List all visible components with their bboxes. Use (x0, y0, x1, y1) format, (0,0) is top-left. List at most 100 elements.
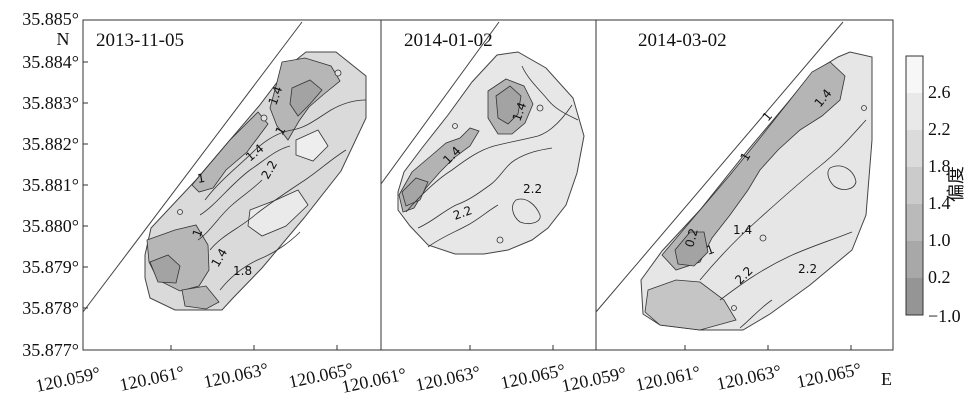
coastline (380, 21, 500, 185)
x-tick-label: 120.059° (560, 363, 628, 396)
contour-label: 1 (704, 242, 716, 258)
contour-label: 1.4 (510, 100, 530, 123)
contour-region (191, 111, 269, 193)
colorbar-title: 偏度 (946, 166, 966, 202)
contour-island (536, 104, 544, 112)
contour-region (247, 189, 309, 237)
contour-region (295, 129, 329, 162)
contour-label: 1 (190, 227, 206, 239)
x-tick-label: 120.059° (34, 363, 102, 396)
colorbar-swatch (906, 204, 923, 241)
panel-2-date: 2014-01-02 (404, 30, 493, 51)
colorbar-tick: 0.2 (928, 267, 951, 287)
x-axis-panel-3: 120.059° 120.061° 120.063° 120.065° (560, 359, 863, 396)
panel-1-map (82, 21, 367, 313)
x-tick-label: 120.061° (118, 362, 186, 395)
contour-island (452, 123, 458, 129)
y-ticks (83, 61, 88, 309)
colorbar-frame (905, 55, 924, 316)
contour-line (699, 119, 867, 281)
y-tick-label: 35.881° (22, 175, 79, 195)
colorbar: 2.6 2.2 1.8 1.4 1.0 0.2 −1.0 偏度 (905, 55, 966, 326)
y-tick-label: 35.883° (22, 93, 79, 113)
x-direction-label: E (881, 369, 892, 389)
y-tick-label: 35.877° (22, 340, 79, 360)
x-tick-label: 120.065° (795, 359, 863, 392)
y-tick-label: 35.884° (22, 52, 79, 72)
colorbar-tick: 1.8 (928, 156, 951, 176)
contour-line (204, 99, 367, 201)
contour-line (827, 165, 857, 190)
colorbar-swatch (906, 130, 923, 167)
contour-line (521, 65, 579, 121)
panel-frames (82, 19, 894, 351)
contour-line (197, 179, 263, 241)
y-tick-label: 35.880° (22, 216, 79, 236)
contour-label: 2.2 (523, 182, 542, 196)
contour-line (219, 231, 301, 291)
colorbar-swatch (906, 278, 923, 315)
contour-label: 1.8 (233, 264, 252, 278)
y-tick-label: 35.885° (22, 9, 79, 29)
contour-region (401, 177, 429, 207)
panel-3-map (595, 21, 873, 331)
y-axis: 35.885° N 35.884° 35.883° 35.882° 35.881… (22, 9, 88, 360)
colorbar-swatch (906, 93, 923, 130)
contour-label: 1.4 (266, 84, 286, 107)
contour-line (405, 104, 573, 213)
contour-label: 2.2 (798, 262, 817, 276)
y-tick-label: 35.879° (22, 257, 79, 277)
contour-island (496, 236, 504, 244)
colorbar-tick: 1.0 (928, 230, 951, 250)
contour-island (334, 69, 342, 77)
x-tick-label: 120.063° (202, 359, 270, 392)
colorbar-swatch (906, 167, 923, 204)
y-tick-label: 35.878° (22, 298, 79, 318)
x-tick-label: 120.065° (499, 360, 567, 393)
coastline (595, 21, 844, 313)
x-tick-label: 120.063° (715, 361, 783, 394)
panel-3-frame (595, 19, 894, 351)
y-tick-label: 35.882° (22, 134, 79, 154)
contour-line (739, 299, 773, 329)
colorbar-tick: 1.4 (928, 193, 951, 213)
contour-island (260, 114, 268, 122)
contour-line (512, 198, 541, 224)
x-tick-label: 120.063° (414, 362, 482, 395)
contour-label: 1 (196, 171, 206, 186)
contour-label: 0.2 (682, 227, 700, 249)
contour-label: 2.2 (451, 203, 474, 223)
contour-line (417, 147, 553, 229)
contour-region (495, 85, 522, 125)
contour-region (149, 254, 181, 284)
x-axis-panel-2: 120.061° 120.063° 120.065° (340, 360, 567, 397)
contour-region (661, 61, 846, 271)
panel-2-map (380, 21, 585, 255)
contour-line (199, 145, 291, 216)
contour-line (427, 204, 499, 248)
x-tick-label: 120.061° (634, 362, 702, 395)
contour-island (177, 209, 183, 215)
contour-label: 1.4 (733, 223, 752, 237)
colorbar-swatch (906, 56, 923, 93)
contour-island (759, 234, 767, 242)
panel-1-date: 2013-11-05 (96, 30, 184, 51)
contour-region (674, 231, 709, 267)
coastline (82, 21, 303, 313)
contour-island (861, 105, 867, 111)
survey-area (397, 51, 585, 255)
contour-island (731, 305, 737, 311)
contour-region (181, 285, 220, 310)
colorbar-tick: −1.0 (928, 306, 961, 326)
panel-3-date: 2014-03-02 (638, 30, 727, 51)
contour-region (289, 79, 323, 117)
contour-line (209, 149, 347, 251)
colorbar-swatch (906, 241, 923, 278)
y-direction-label: N (57, 29, 70, 49)
x-ticks (170, 345, 852, 350)
colorbar-tick: 2.6 (928, 82, 951, 102)
x-axis-panel-1: 120.059° 120.061° 120.063° 120.065° (34, 359, 355, 396)
contour-region (644, 279, 737, 331)
colorbar-tick: 2.2 (928, 119, 951, 139)
